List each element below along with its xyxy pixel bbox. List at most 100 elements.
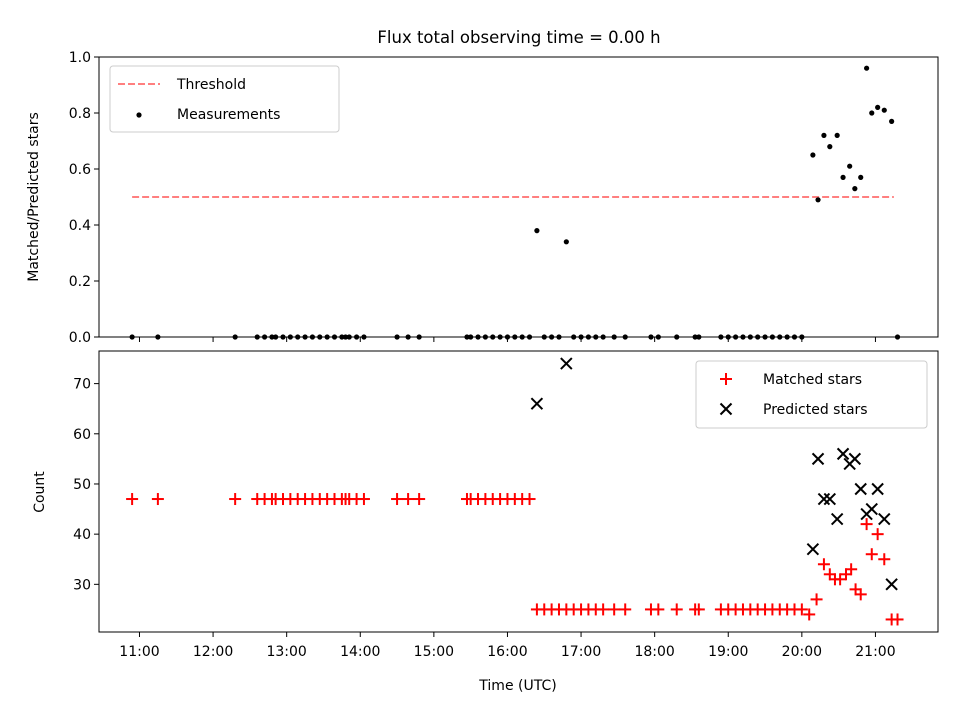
matched-star-point (849, 583, 862, 596)
legend-measurements-swatch (136, 112, 142, 118)
top-axes-frame (98, 56, 939, 338)
predicted-star-point (811, 452, 825, 466)
matched-star-point (865, 548, 878, 561)
predicted-star-point (885, 578, 898, 591)
bottom-x-axis-label: Time (UTC) (478, 678, 556, 694)
bottom-x-tick-label: 18:00 (634, 644, 674, 660)
measurement-point (889, 118, 895, 124)
bottom-x-tick-label: 19:00 (708, 644, 748, 660)
bottom-x-tick-label: 14:00 (340, 644, 380, 660)
top-y-tick-label: 0.6 (69, 162, 91, 178)
matched-star-point (402, 493, 415, 506)
bottom-legend-box (695, 360, 928, 429)
bottom-x-tick-label: 16:00 (487, 644, 527, 660)
bottom-x-tick-label: 20:00 (782, 644, 822, 660)
measurement-point (821, 132, 827, 138)
matched-star-point (597, 603, 610, 616)
bottom-y-tick-label: 50 (73, 477, 91, 493)
measurement-point (563, 239, 569, 245)
measurement-point (864, 65, 870, 71)
matched-star-point (803, 608, 816, 621)
matched-star-point (670, 603, 683, 616)
measurement-point (834, 132, 840, 138)
bottom-y-axis-label: Count (32, 471, 48, 513)
matched-star-point (357, 493, 370, 506)
bottom-legend: Matched stars Predicted stars (695, 360, 928, 429)
predicted-star-point (830, 512, 844, 526)
matched-star-point (871, 528, 884, 541)
top-y-axis-ticks: 0.0 0.2 0.4 0.6 0.8 1.0 (69, 50, 99, 346)
bottom-y-tick-label: 40 (73, 527, 91, 543)
matched-star-point (854, 588, 867, 601)
matched-star-point (834, 573, 847, 586)
legend-matched-swatch (720, 373, 732, 385)
top-y-tick-label: 1.0 (69, 50, 91, 66)
measurement-point (810, 152, 816, 158)
matched-star-point (608, 603, 621, 616)
matched-star-point (845, 563, 858, 576)
bottom-x-tick-label: 15:00 (414, 644, 454, 660)
matched-stars-series (126, 493, 904, 626)
matched-star-point (619, 603, 632, 616)
matched-star-point (126, 493, 139, 506)
measurement-point (840, 174, 846, 180)
top-y-tick-label: 0.2 (69, 274, 91, 290)
bottom-x-tick-label: 11:00 (119, 644, 159, 660)
predicted-star-point (806, 542, 820, 556)
measurement-point (881, 107, 887, 113)
top-y-tick-label: 0.4 (69, 218, 91, 234)
measurement-point (875, 104, 881, 110)
legend-measurements-label: Measurements (177, 107, 280, 123)
matched-star-point (795, 603, 808, 616)
predicted-star-point (836, 447, 850, 461)
top-legend-box (109, 65, 340, 133)
predicted-star-point (817, 492, 831, 506)
matched-star-point (523, 493, 536, 506)
matched-star-point (413, 493, 426, 506)
predicted-star-point (560, 357, 573, 370)
matched-star-point (840, 568, 853, 581)
legend-threshold-label: Threshold (176, 77, 246, 93)
top-y-axis-label: Matched/Predicted stars (26, 112, 42, 282)
top-y-tick-label: 0.8 (69, 106, 91, 122)
predicted-star-point (871, 482, 884, 496)
matched-star-point (692, 603, 705, 616)
legend-predicted-label: Predicted stars (763, 402, 868, 418)
matched-star-point (391, 493, 404, 506)
measurement-point (534, 228, 540, 234)
predicted-star-point (865, 502, 878, 516)
matched-star-point (823, 568, 836, 581)
bottom-y-tick-label: 30 (73, 577, 91, 593)
bottom-y-tick-label: 60 (73, 427, 91, 443)
measurement-point (827, 144, 833, 150)
measurement-point (815, 197, 821, 203)
measurement-point (852, 186, 858, 192)
measurement-point (847, 163, 853, 169)
bottom-x-tick-label: 21:00 (855, 644, 895, 660)
bottom-x-axis-ticks: 11:00 12:00 13:00 14:00 15:00 16:00 17:00 18:00… (119, 632, 896, 660)
predicted-star-point (848, 452, 862, 466)
predicted-star-point (823, 492, 837, 506)
bottom-axes-frame (98, 350, 939, 633)
matched-star-point (229, 493, 242, 506)
matched-star-point (652, 603, 665, 616)
top-chart-title: Flux total observing time = 0.00 h (377, 28, 660, 47)
matched-star-point (860, 518, 873, 531)
bottom-y-axis-ticks: 30 40 50 60 70 (73, 377, 99, 593)
measurement-point (858, 174, 864, 180)
predicted-star-point (530, 397, 544, 410)
bottom-x-tick-label: 17:00 (561, 644, 601, 660)
top-y-tick-label: 0.0 (69, 330, 91, 346)
predicted-star-point (854, 482, 867, 496)
bottom-x-tick-label: 12:00 (193, 644, 233, 660)
predicted-star-point (878, 512, 891, 526)
measurement-point (869, 110, 875, 116)
matched-star-point (151, 493, 164, 506)
matched-star-point (817, 558, 830, 571)
legend-predicted-swatch (719, 402, 733, 416)
matched-star-point (810, 593, 823, 606)
bottom-y-tick-label: 70 (73, 377, 91, 393)
bottom-x-tick-label: 13:00 (266, 644, 306, 660)
legend-matched-label: Matched stars (763, 372, 862, 388)
